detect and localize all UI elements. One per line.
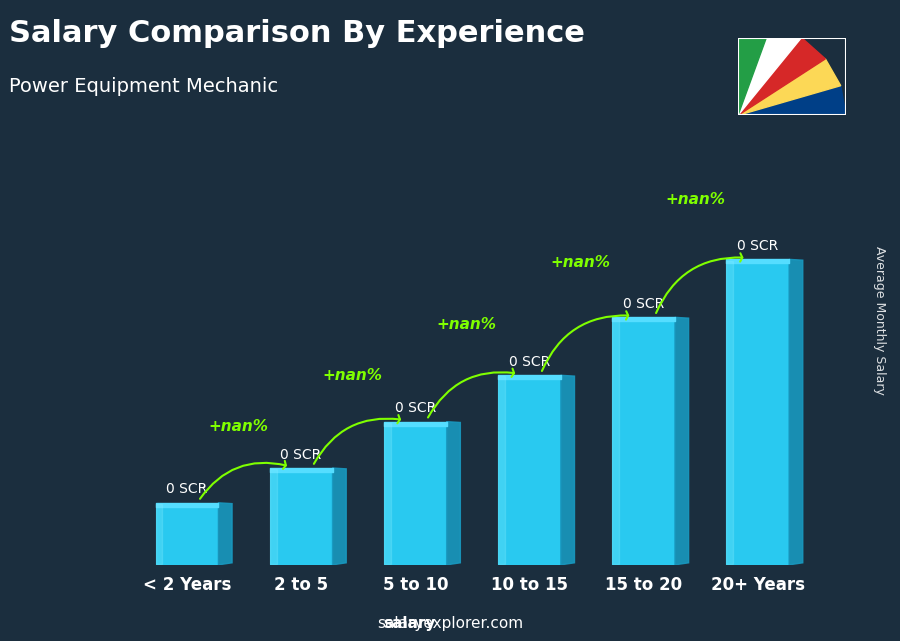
Polygon shape	[270, 469, 276, 563]
Polygon shape	[612, 319, 619, 563]
Text: +nan%: +nan%	[208, 419, 268, 435]
Polygon shape	[332, 468, 347, 565]
Text: Average Monthly Salary: Average Monthly Salary	[873, 246, 886, 395]
Polygon shape	[738, 86, 846, 115]
Text: Salary Comparison By Experience: Salary Comparison By Experience	[9, 19, 585, 48]
Polygon shape	[498, 376, 505, 563]
Polygon shape	[384, 423, 391, 563]
Bar	[612, 321, 675, 565]
Text: 0 SCR: 0 SCR	[281, 447, 322, 462]
Text: +nan%: +nan%	[551, 255, 611, 270]
Bar	[384, 426, 446, 565]
Polygon shape	[789, 260, 803, 565]
Text: salary: salary	[383, 616, 436, 631]
Bar	[156, 507, 219, 565]
Bar	[498, 379, 561, 565]
Bar	[726, 263, 789, 565]
Polygon shape	[561, 375, 574, 565]
Text: Power Equipment Mechanic: Power Equipment Mechanic	[9, 77, 278, 96]
Polygon shape	[219, 503, 232, 565]
Text: +nan%: +nan%	[665, 192, 725, 207]
Polygon shape	[738, 24, 802, 115]
Polygon shape	[738, 59, 841, 115]
Text: 0 SCR: 0 SCR	[508, 355, 550, 369]
Polygon shape	[156, 504, 162, 563]
Text: +nan%: +nan%	[436, 317, 497, 333]
Polygon shape	[738, 38, 825, 115]
Polygon shape	[675, 317, 688, 565]
Bar	[270, 472, 332, 565]
Text: 0 SCR: 0 SCR	[737, 239, 778, 253]
Text: +nan%: +nan%	[322, 369, 382, 383]
Polygon shape	[738, 19, 771, 115]
Text: 0 SCR: 0 SCR	[394, 401, 436, 415]
Polygon shape	[446, 422, 461, 565]
Polygon shape	[726, 260, 734, 563]
Text: salaryexplorer.com: salaryexplorer.com	[377, 616, 523, 631]
Text: 0 SCR: 0 SCR	[623, 297, 664, 311]
Text: 0 SCR: 0 SCR	[166, 483, 208, 496]
